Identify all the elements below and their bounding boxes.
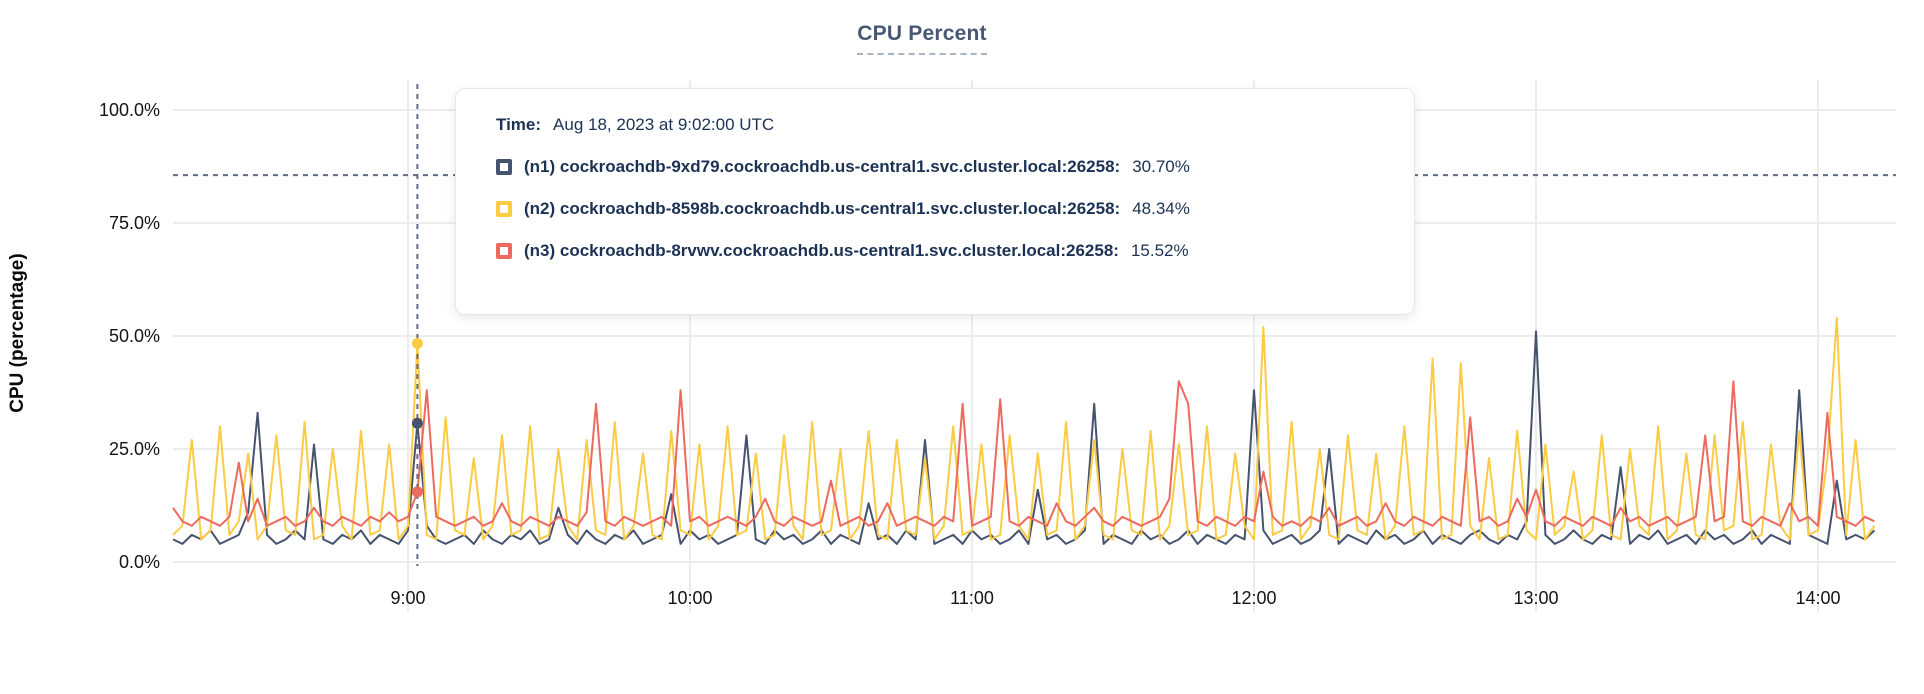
chart-title[interactable]: CPU Percent bbox=[857, 22, 987, 55]
series-swatch-icon bbox=[496, 159, 512, 175]
series-name: (n3) cockroachdb-8rvwv.cockroachdb.us-ce… bbox=[524, 241, 1119, 260]
y-tick-label: 0.0% bbox=[118, 552, 160, 572]
y-tick-label: 75.0% bbox=[108, 213, 160, 233]
y-axis-label: CPU (percentage) bbox=[7, 253, 28, 413]
y-tick-label: 50.0% bbox=[108, 326, 160, 346]
chart-title-wrap: CPU Percent bbox=[0, 22, 1844, 55]
tooltip-series-row: (n2) cockroachdb-8598b.cockroachdb.us-ce… bbox=[496, 199, 1384, 219]
series-value: 15.52% bbox=[1130, 241, 1189, 260]
x-tick-label: 14:00 bbox=[1795, 588, 1841, 608]
tooltip-series-rows: (n1) cockroachdb-9xd79.cockroachdb.us-ce… bbox=[496, 157, 1384, 261]
y-tick-label: 100.0% bbox=[98, 100, 160, 120]
tooltip-time-label: Time: bbox=[496, 115, 542, 134]
x-tick-label: 12:00 bbox=[1231, 588, 1277, 608]
series-swatch-icon bbox=[496, 243, 512, 259]
series-name: (n2) cockroachdb-8598b.cockroachdb.us-ce… bbox=[524, 199, 1121, 218]
hover-tooltip: Time: Aug 18, 2023 at 9:02:00 UTC (n1) co… bbox=[455, 88, 1415, 315]
tooltip-series-row: (n1) cockroachdb-9xd79.cockroachdb.us-ce… bbox=[496, 157, 1384, 177]
tooltip-time-row: Time: Aug 18, 2023 at 9:02:00 UTC bbox=[496, 115, 1384, 135]
series-value: 30.70% bbox=[1132, 157, 1190, 176]
tooltip-series-row: (n3) cockroachdb-8rvwv.cockroachdb.us-ce… bbox=[496, 241, 1384, 261]
series-value: 48.34% bbox=[1132, 199, 1190, 218]
series-swatch-icon bbox=[496, 201, 512, 217]
tooltip-time-value: Aug 18, 2023 at 9:02:00 UTC bbox=[553, 115, 775, 134]
x-tick-label: 13:00 bbox=[1513, 588, 1559, 608]
x-tick-label: 10:00 bbox=[667, 588, 713, 608]
y-tick-label: 25.0% bbox=[108, 439, 160, 459]
series-name: (n1) cockroachdb-9xd79.cockroachdb.us-ce… bbox=[524, 157, 1121, 176]
x-tick-label: 11:00 bbox=[950, 588, 994, 608]
x-tick-label: 9:00 bbox=[390, 588, 426, 608]
